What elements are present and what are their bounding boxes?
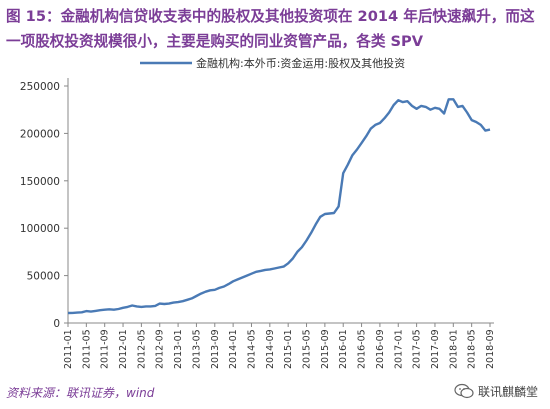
x-tick-label: 2012-05 — [136, 329, 147, 369]
x-axis: 2011-01 2011-05 2011-09 2012-01 2012-05 2012-… — [63, 322, 496, 369]
legend-label: 金融机构:本外币:资金运用:股权及其他投资 — [196, 56, 405, 70]
series-line — [67, 98, 491, 315]
x-tick-label: 2011-05 — [81, 329, 92, 369]
y-tick-label: 50000 — [27, 271, 60, 283]
x-tick-label: 2013-01 — [173, 329, 184, 369]
x-tick-label: 2014-09 — [265, 329, 276, 369]
watermark: 联讯麒麟堂 — [454, 381, 538, 401]
x-tick-label: 2018-09 — [485, 329, 496, 369]
x-tick-label: 2016-01 — [338, 329, 349, 369]
x-tick-label: 2016-05 — [357, 329, 368, 369]
x-tick-label: 2017-09 — [430, 329, 441, 369]
x-tick-label: 2013-05 — [191, 329, 202, 369]
wechat-icon — [454, 383, 474, 399]
x-tick-label: 2015-01 — [283, 329, 294, 369]
x-tick-label: 2011-01 — [63, 329, 74, 369]
legend: 金融机构:本外币:资金运用:股权及其他投资 — [140, 56, 405, 70]
x-tick-label: 2015-09 — [320, 329, 331, 369]
x-tick-label: 2011-09 — [100, 329, 111, 369]
x-tick-label: 2016-09 — [375, 329, 386, 369]
line-chart: 金融机构:本外币:资金运用:股权及其他投资 0 50000 100000 150000… — [20, 56, 496, 369]
x-tick-label: 2015-05 — [302, 329, 313, 369]
x-tick-label: 2018-01 — [448, 329, 459, 369]
y-tick-label: 250000 — [20, 81, 60, 93]
y-axis: 0 50000 100000 150000 200000 250000 — [20, 78, 69, 330]
plot-area — [67, 98, 491, 315]
x-tick-label: 2013-09 — [210, 329, 221, 369]
x-tick-label: 2018-05 — [467, 329, 478, 369]
x-tick-label: 2012-01 — [118, 329, 129, 369]
chart-title: 图 15：金融机构信贷收支表中的股权及其他投资项在 2014 年后快速飙升，而这… — [6, 8, 535, 50]
x-tick-label: 2014-05 — [246, 329, 257, 369]
source-note: 资料来源：联讯证券，wind — [6, 386, 155, 400]
y-tick-label: 0 — [53, 318, 60, 330]
y-tick-label: 100000 — [20, 223, 60, 235]
y-tick-label: 200000 — [20, 128, 60, 140]
x-tick-label: 2017-01 — [393, 329, 404, 369]
watermark-text: 联讯麒麟堂 — [477, 384, 538, 399]
x-tick-label: 2017-05 — [412, 329, 423, 369]
x-tick-label: 2012-09 — [155, 329, 166, 369]
x-tick-label: 2014-01 — [228, 329, 239, 369]
y-tick-label: 150000 — [20, 176, 60, 188]
